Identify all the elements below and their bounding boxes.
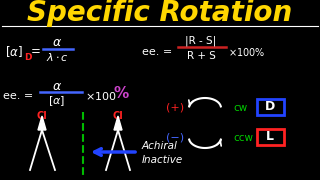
Text: ccw: ccw [233, 133, 253, 143]
Text: Cl: Cl [113, 111, 124, 121]
Text: $\alpha$: $\alpha$ [52, 80, 62, 93]
Text: Inactive: Inactive [142, 155, 183, 165]
Text: Cl: Cl [36, 111, 47, 121]
Text: $\alpha$: $\alpha$ [52, 37, 62, 50]
Polygon shape [38, 116, 46, 130]
Text: $[\alpha]$: $[\alpha]$ [5, 44, 23, 59]
Text: cw: cw [233, 103, 247, 113]
Text: $\lambda \cdot c$: $\lambda \cdot c$ [45, 51, 68, 63]
Text: |R - S|: |R - S| [185, 36, 217, 46]
Text: ee. =: ee. = [142, 47, 172, 57]
Bar [257, 129, 284, 145]
Text: D: D [24, 53, 31, 62]
Text: ee. =: ee. = [3, 91, 33, 101]
Text: (−): (−) [166, 133, 184, 143]
Text: Achiral: Achiral [142, 141, 178, 151]
Text: Specific Rotation: Specific Rotation [28, 0, 292, 27]
Text: $[\alpha]$: $[\alpha]$ [48, 94, 66, 108]
Polygon shape [114, 116, 122, 130]
Text: %: % [114, 87, 129, 102]
Text: D: D [265, 100, 275, 114]
Text: L: L [266, 130, 274, 143]
Bar [257, 99, 284, 115]
Text: =: = [31, 46, 41, 58]
Text: R + S: R + S [187, 51, 215, 61]
Text: (+): (+) [166, 103, 184, 113]
Text: $\times$100: $\times$100 [85, 90, 117, 102]
Text: $\times$100%: $\times$100% [228, 46, 265, 58]
